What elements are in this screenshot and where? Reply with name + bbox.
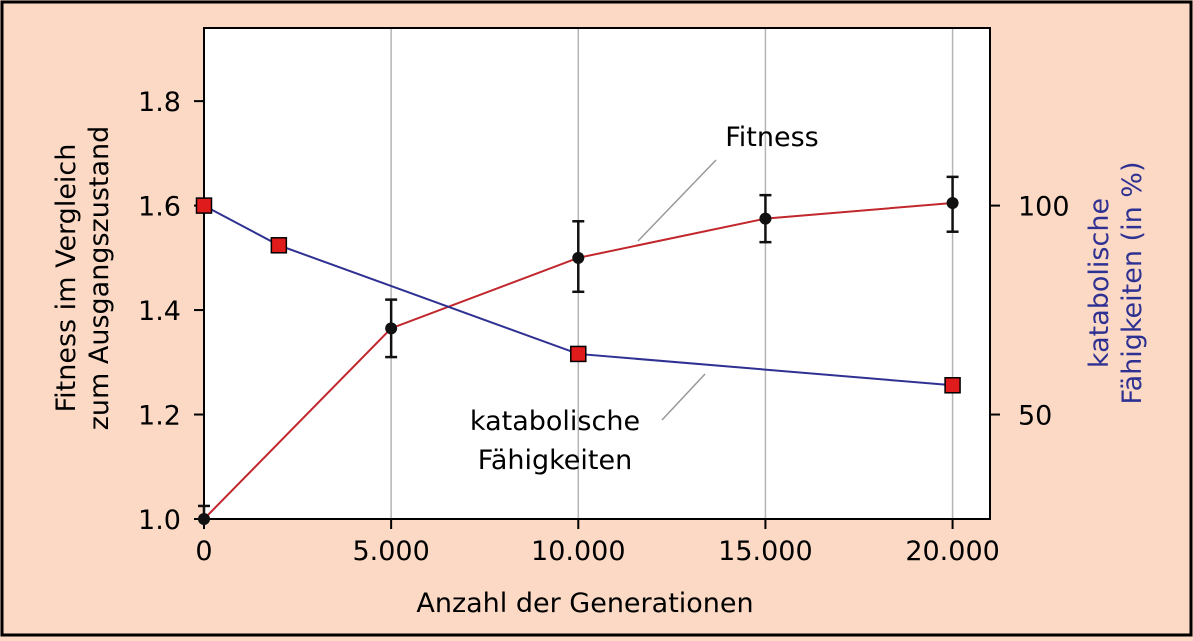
y-right-tick-label-0: 50	[1018, 401, 1052, 432]
y-right-tick-label-1: 100	[1018, 192, 1070, 223]
leader-line-katabolisch	[661, 373, 706, 421]
leader-line-fitness	[637, 159, 717, 242]
fitness-point-2	[572, 251, 585, 264]
plot-frame	[203, 27, 991, 520]
series-layer	[195, 175, 961, 525]
y-left-tick-label-3: 1.6	[138, 192, 181, 223]
y-axis-label-right-line1: katabolische	[1084, 198, 1115, 368]
katabolisch-point-1	[270, 237, 288, 254]
fitness-point-0	[198, 513, 210, 525]
y-left-tick-label-1: 1.2	[138, 401, 181, 432]
axis-ticks: 0 5.000 10.000 15.000 20.000 1.0 1.2 1.4 1.6 1.8 5…	[138, 87, 1070, 567]
y-left-tick-label-0: 1.0	[138, 505, 181, 536]
y-left-tick-label-2: 1.4	[138, 296, 181, 327]
x-tick-label-0: 0	[195, 536, 212, 567]
x-tick-label-2: 10.000	[531, 536, 625, 567]
x-tick-label-4: 20.000	[905, 536, 999, 567]
x-tick-label-1: 5.000	[352, 536, 429, 567]
fitness-point-3	[759, 212, 772, 225]
katabolisch-point-0	[195, 197, 213, 214]
annotation-katabolisch-line1: katabolische	[470, 406, 640, 437]
fitness-point-4	[946, 196, 959, 209]
annotation-katabolisch-line2: Fähigkeiten	[478, 445, 632, 476]
y-left-tick-label-4: 1.8	[138, 87, 181, 118]
labels-layer: Anzahl der Generationen Fitness im Vergl…	[51, 122, 1148, 619]
y-axis-label-left-line1: Fitness im Vergleich	[51, 144, 82, 413]
plot-area	[204, 28, 990, 519]
y-axis-label-right-line2: Fähigkeiten (in %)	[1117, 162, 1148, 405]
katabolisch-point-2	[570, 345, 587, 363]
fitness-point-1	[385, 322, 398, 335]
katabolisch-line	[203, 204, 953, 387]
y-axis-label-left-line2: zum Ausgangszustand	[84, 126, 115, 431]
katabolisch-point-3	[944, 377, 961, 394]
x-axis-label: Anzahl der Generationen	[416, 588, 753, 619]
x-tick-label-3: 15.000	[718, 536, 812, 567]
annotation-fitness: Fitness	[725, 122, 819, 153]
